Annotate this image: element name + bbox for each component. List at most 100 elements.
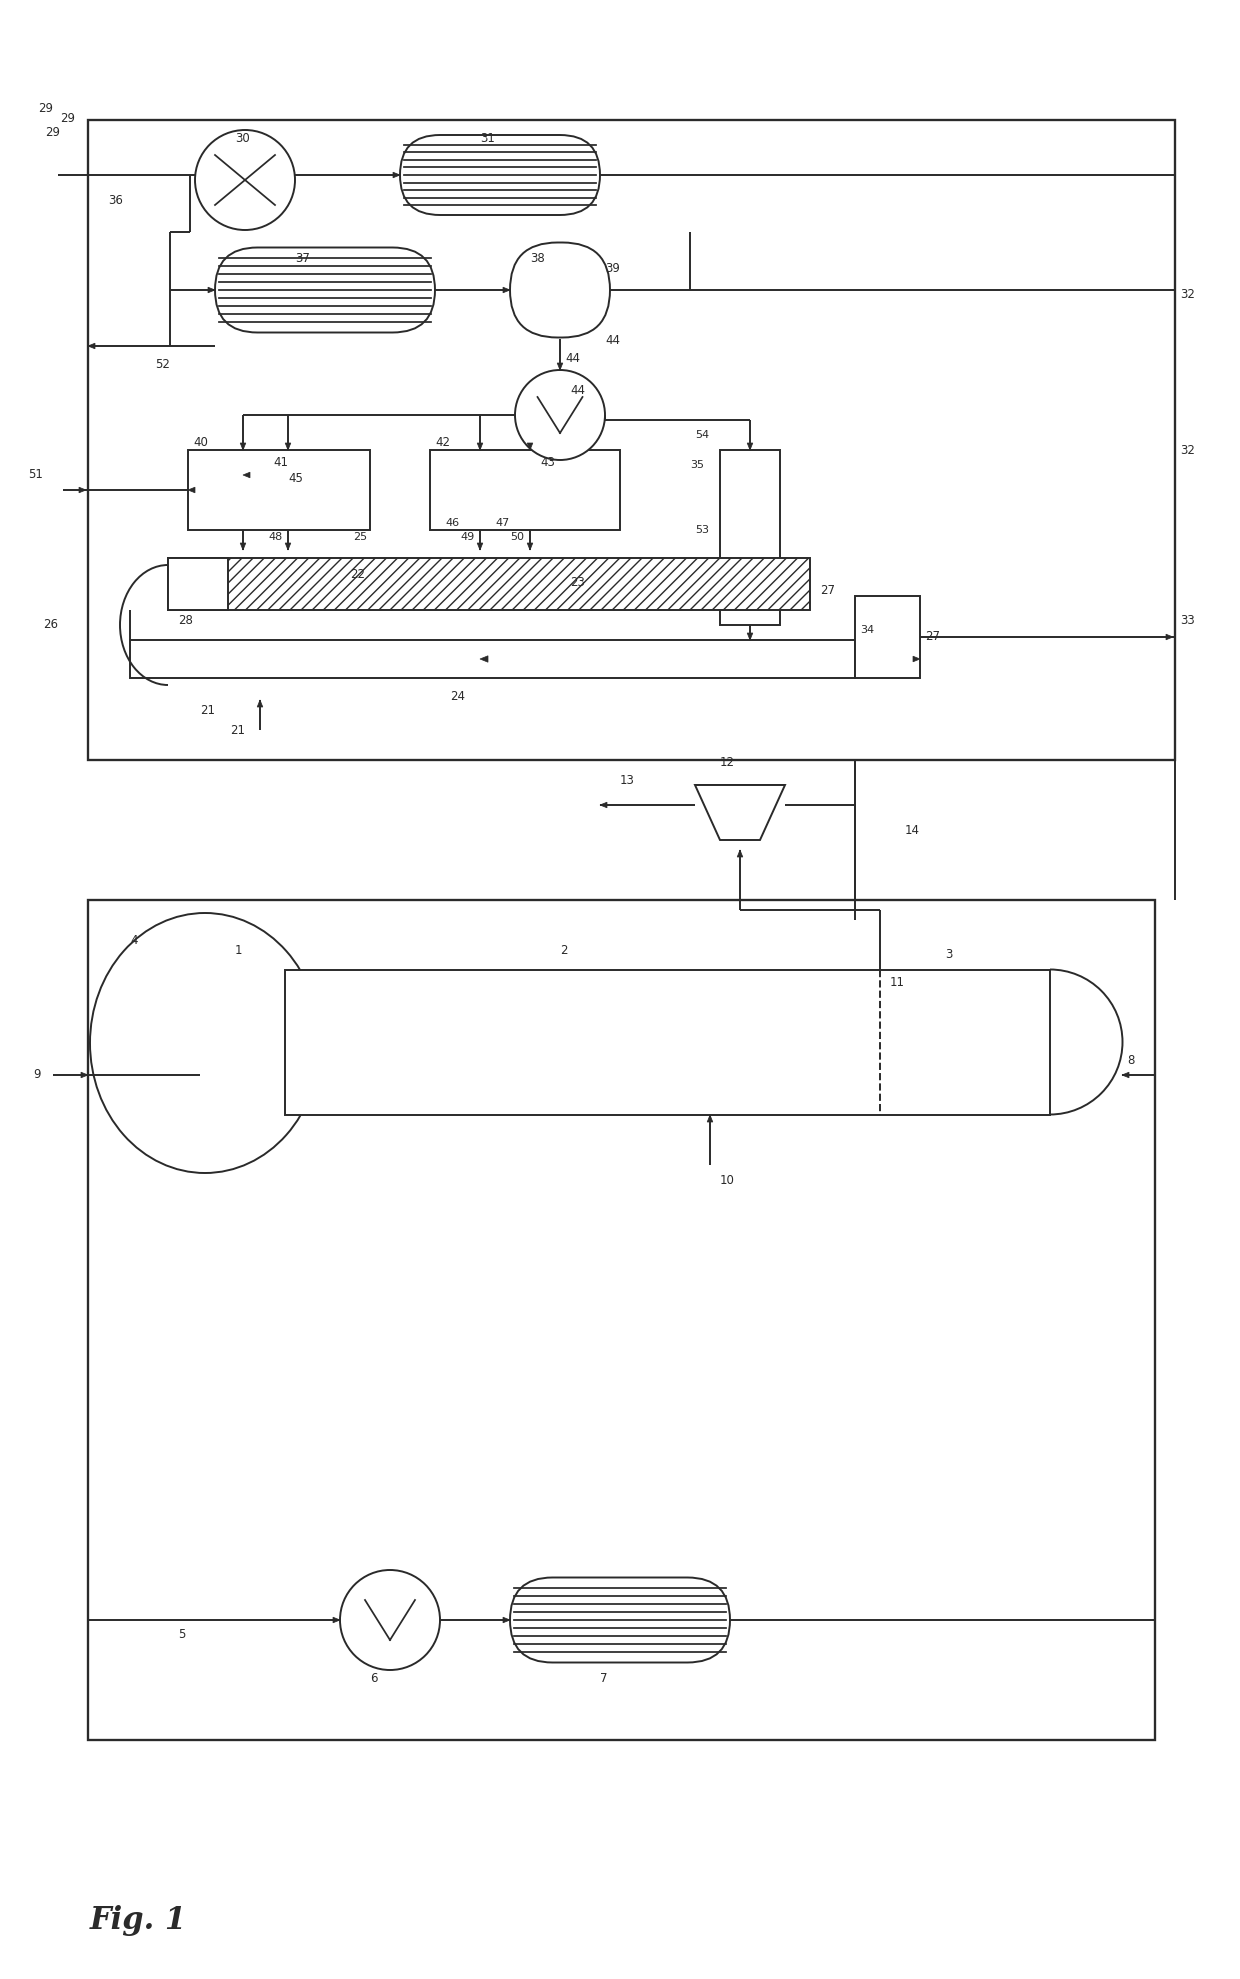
FancyBboxPatch shape xyxy=(401,135,600,216)
Text: 44: 44 xyxy=(570,384,585,396)
Text: 29: 29 xyxy=(60,111,74,125)
Text: 46: 46 xyxy=(445,518,459,528)
Polygon shape xyxy=(480,655,489,663)
Polygon shape xyxy=(285,443,291,449)
Text: 39: 39 xyxy=(605,261,620,275)
Text: 31: 31 xyxy=(480,131,495,144)
Polygon shape xyxy=(738,851,743,857)
Polygon shape xyxy=(600,801,608,807)
Polygon shape xyxy=(694,786,785,839)
Text: 1: 1 xyxy=(236,944,243,956)
Polygon shape xyxy=(748,633,753,639)
Text: 26: 26 xyxy=(43,619,58,631)
Polygon shape xyxy=(334,1617,340,1623)
Text: 29: 29 xyxy=(38,101,53,115)
Text: 45: 45 xyxy=(288,471,303,485)
Bar xyxy=(88,900,1154,1740)
Text: 7: 7 xyxy=(600,1672,608,1684)
Circle shape xyxy=(195,131,295,230)
Text: 42: 42 xyxy=(435,437,450,449)
FancyBboxPatch shape xyxy=(215,247,435,332)
Text: 41: 41 xyxy=(273,457,288,469)
Text: 54: 54 xyxy=(694,429,709,439)
Text: 28: 28 xyxy=(179,613,193,627)
Bar xyxy=(88,121,1176,760)
Polygon shape xyxy=(557,362,563,370)
Polygon shape xyxy=(477,443,482,449)
Text: 14: 14 xyxy=(905,823,920,837)
Text: 33: 33 xyxy=(1180,613,1195,627)
FancyBboxPatch shape xyxy=(510,243,610,338)
Circle shape xyxy=(340,1569,440,1670)
Text: 53: 53 xyxy=(694,524,709,534)
Polygon shape xyxy=(188,487,195,493)
Text: 43: 43 xyxy=(539,457,554,469)
Text: 4: 4 xyxy=(130,934,138,946)
Text: 38: 38 xyxy=(529,251,544,265)
FancyBboxPatch shape xyxy=(510,1577,730,1662)
Text: Fig. 1: Fig. 1 xyxy=(91,1904,187,1935)
Text: 10: 10 xyxy=(720,1174,735,1187)
Text: 52: 52 xyxy=(155,358,170,370)
Bar xyxy=(720,449,780,625)
Polygon shape xyxy=(748,443,753,449)
Polygon shape xyxy=(477,542,482,550)
Text: 27: 27 xyxy=(925,631,940,643)
Text: 8: 8 xyxy=(1127,1053,1135,1067)
Polygon shape xyxy=(79,487,86,493)
Text: 24: 24 xyxy=(450,689,465,703)
Bar xyxy=(167,558,810,610)
Polygon shape xyxy=(1166,633,1173,639)
Polygon shape xyxy=(241,542,246,550)
Polygon shape xyxy=(285,542,291,550)
Text: 21: 21 xyxy=(229,724,246,736)
Text: 35: 35 xyxy=(689,459,704,469)
Bar xyxy=(188,449,370,530)
Text: 29: 29 xyxy=(45,127,60,139)
Polygon shape xyxy=(503,287,510,293)
Bar xyxy=(285,970,1050,1114)
Text: 13: 13 xyxy=(620,774,635,786)
Polygon shape xyxy=(81,1073,88,1079)
Text: 12: 12 xyxy=(720,756,735,770)
Text: 51: 51 xyxy=(29,469,43,481)
Text: 49: 49 xyxy=(460,532,474,542)
Text: 34: 34 xyxy=(861,625,874,635)
Bar xyxy=(430,449,620,530)
Text: 32: 32 xyxy=(1180,443,1195,457)
Text: 30: 30 xyxy=(236,131,249,144)
Text: 5: 5 xyxy=(179,1629,185,1641)
Polygon shape xyxy=(88,342,95,348)
Text: 2: 2 xyxy=(560,944,568,956)
Bar xyxy=(130,639,856,679)
Bar xyxy=(167,558,228,610)
Polygon shape xyxy=(243,473,250,477)
Text: 23: 23 xyxy=(570,576,585,588)
Text: 44: 44 xyxy=(605,334,620,346)
Text: 21: 21 xyxy=(200,703,215,716)
Text: 22: 22 xyxy=(350,568,365,582)
Text: 37: 37 xyxy=(295,251,310,265)
Text: 40: 40 xyxy=(193,437,208,449)
Text: 47: 47 xyxy=(495,518,510,528)
Text: 36: 36 xyxy=(108,194,123,206)
Text: 9: 9 xyxy=(33,1069,41,1081)
Text: 48: 48 xyxy=(268,532,283,542)
Polygon shape xyxy=(257,701,263,707)
Polygon shape xyxy=(707,1114,713,1122)
Polygon shape xyxy=(527,542,533,550)
Polygon shape xyxy=(913,657,920,661)
Polygon shape xyxy=(527,443,533,449)
Polygon shape xyxy=(393,172,401,178)
Polygon shape xyxy=(241,443,246,449)
Text: 11: 11 xyxy=(890,976,905,988)
Text: 3: 3 xyxy=(945,948,952,962)
Polygon shape xyxy=(208,287,215,293)
Circle shape xyxy=(515,370,605,459)
Polygon shape xyxy=(503,1617,510,1623)
Polygon shape xyxy=(1122,1073,1128,1079)
Text: 6: 6 xyxy=(370,1672,377,1684)
Ellipse shape xyxy=(91,912,320,1174)
Text: 25: 25 xyxy=(353,532,367,542)
Text: 27: 27 xyxy=(820,584,835,596)
